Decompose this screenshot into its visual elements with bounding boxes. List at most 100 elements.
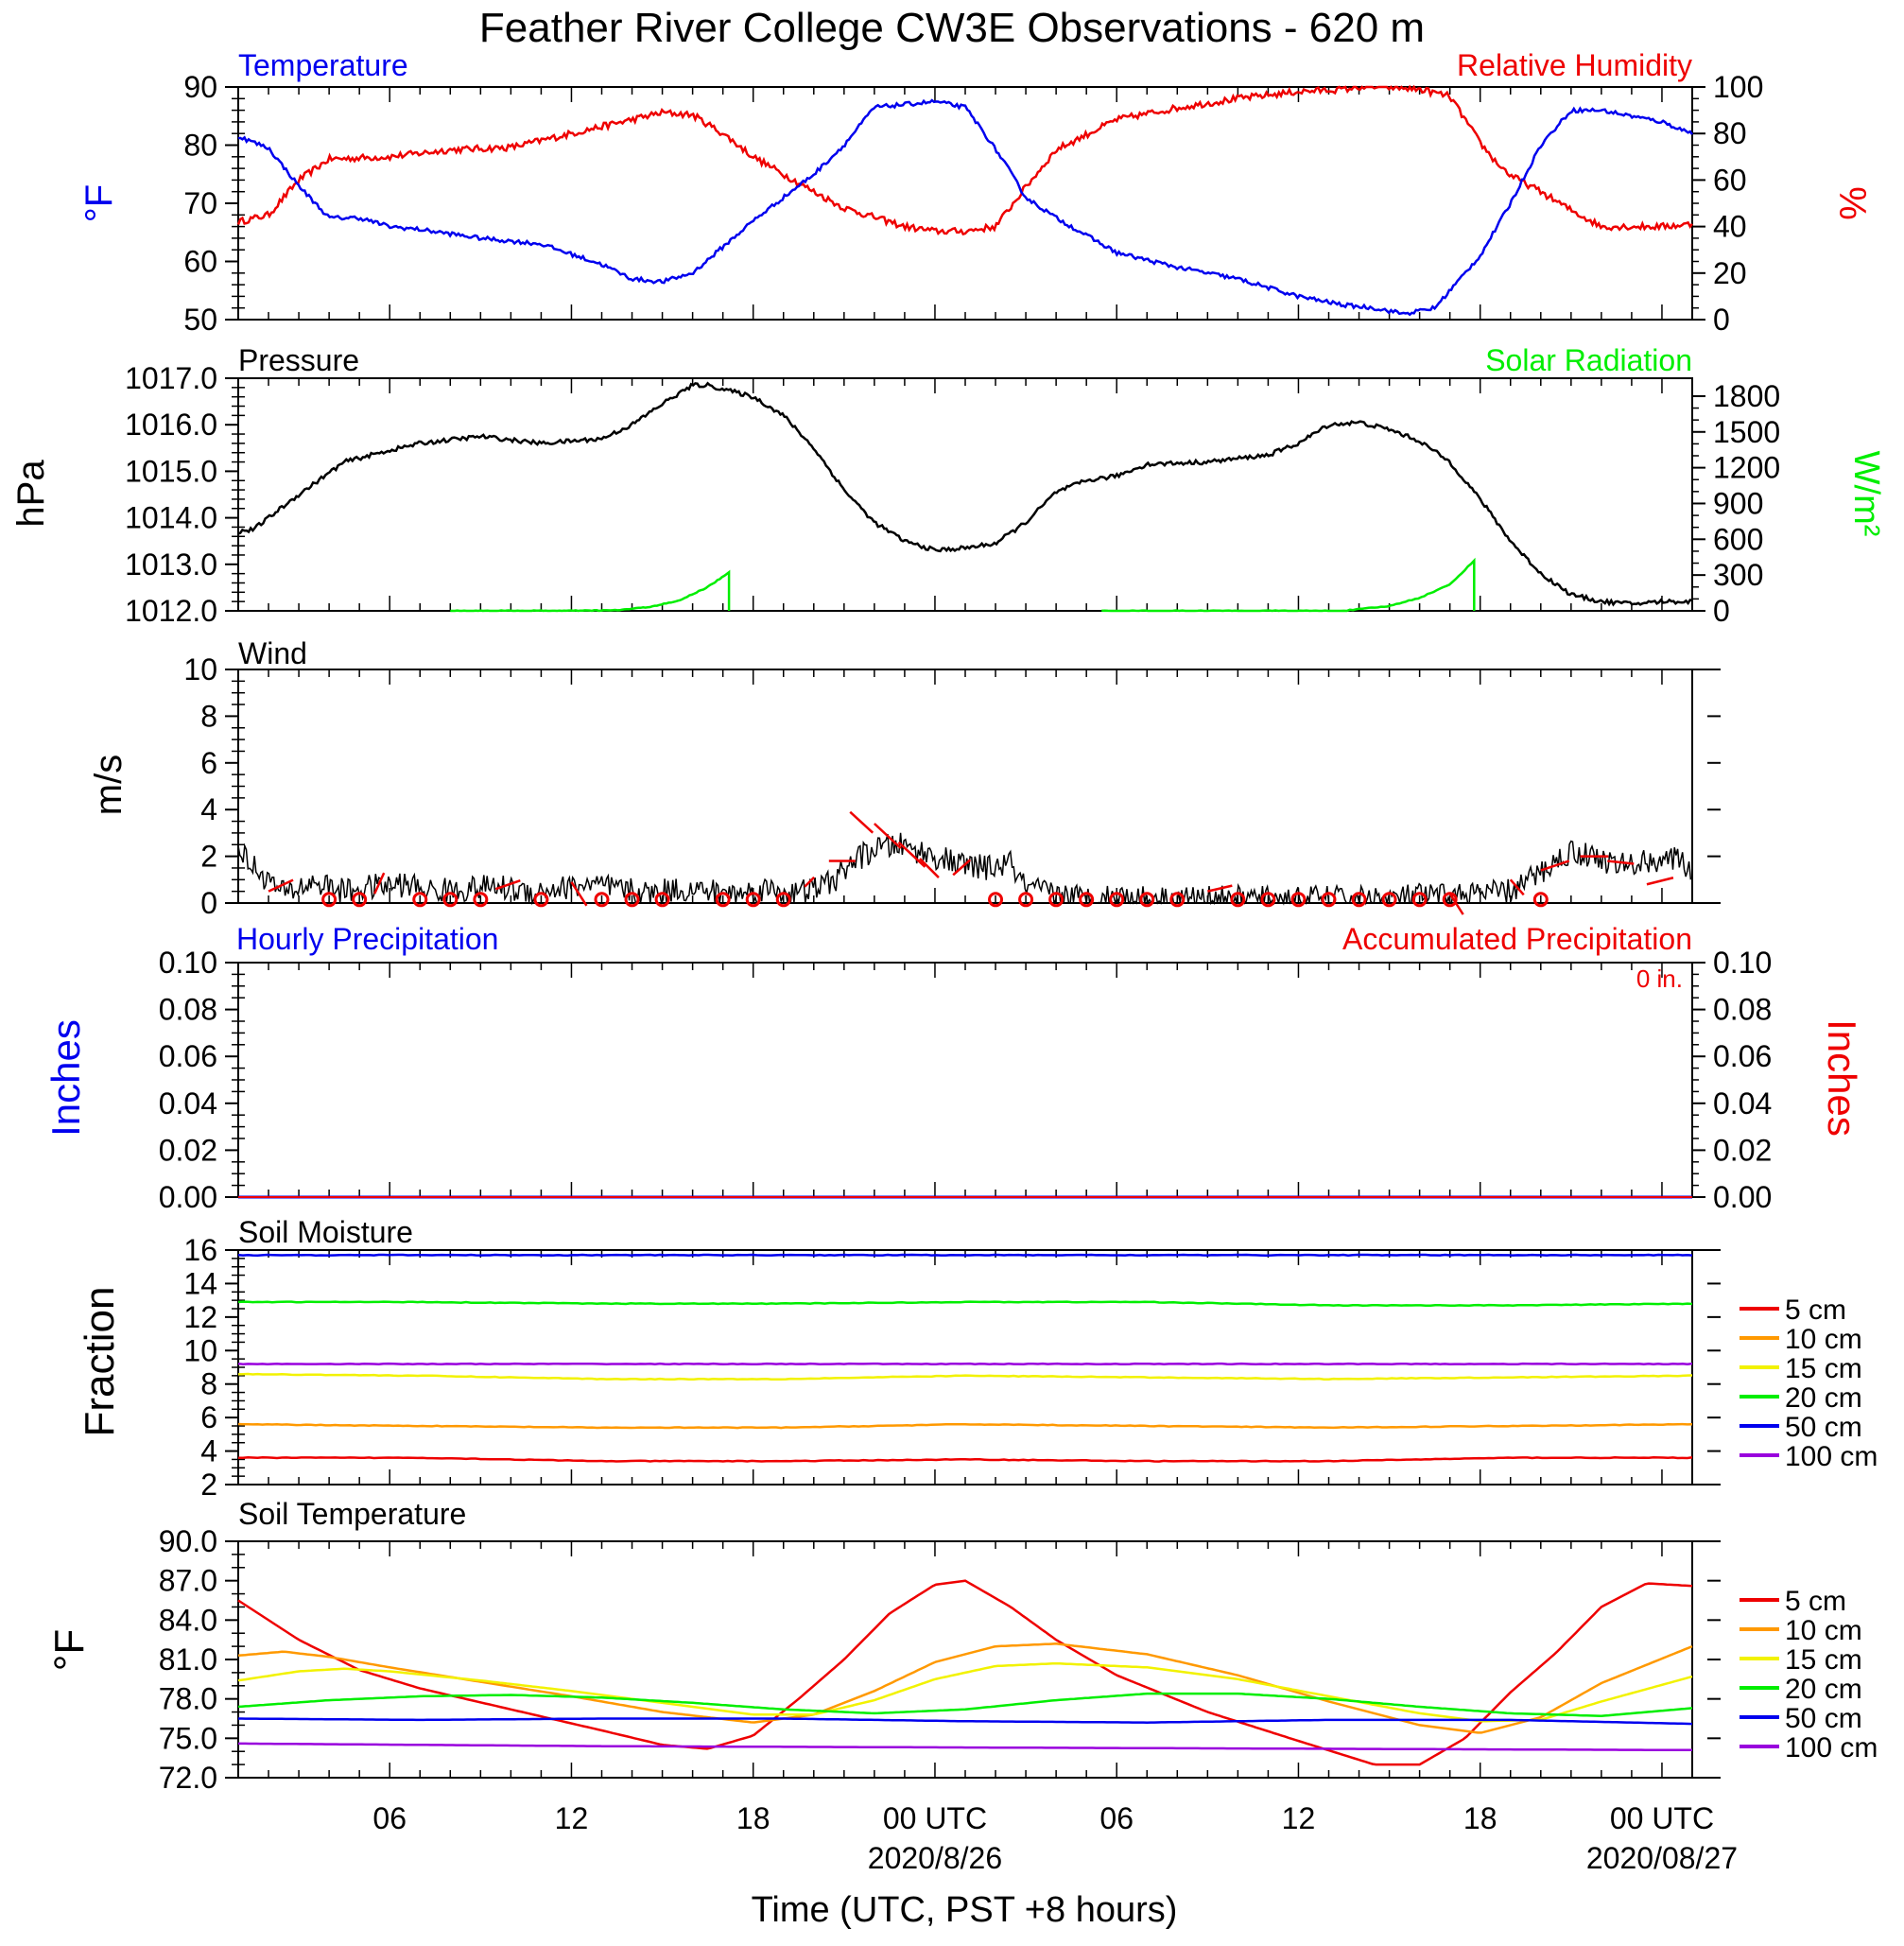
solar-line-day1 (450, 569, 731, 613)
pressure-axis-tick-label: 1016.0 (125, 408, 217, 442)
calm-wind-circle (654, 892, 670, 908)
soil-temperature-legend-label: 10 cm (1785, 1615, 1862, 1646)
panel-frame (237, 1249, 1693, 1486)
soil-moisture-axis-tick-label: 10 (183, 1333, 217, 1367)
soil-moisture-axis-tick-label: 12 (183, 1300, 217, 1334)
hourly-precip-axis-tick-label: 0.06 (159, 1039, 217, 1073)
calm-wind-circle (1048, 892, 1065, 908)
wind-barb (1509, 878, 1525, 896)
temperature-axis-tick-label: 90 (183, 70, 217, 104)
soil-moisture-axis-tick-label: 6 (200, 1400, 217, 1434)
pressure-axis-tick-label: 1017.0 (125, 361, 217, 395)
calm-wind-circle (473, 892, 489, 908)
humidity-axis-tick-label: 0 (1713, 303, 1730, 337)
soil-moisture-axis-tick-label: 16 (183, 1233, 217, 1267)
temperature-axis-tick-label: 50 (183, 303, 217, 337)
wind-speed-line (237, 832, 1693, 906)
calm-wind-circle (745, 892, 761, 908)
calm-wind-circle (1290, 892, 1307, 908)
temperature-axis-tick-label: 70 (183, 186, 217, 220)
soil-moisture-line (238, 1456, 1693, 1463)
x-tick-label: 12 (1282, 1801, 1316, 1835)
wind-barb (494, 878, 521, 891)
soil-temperature-unit: °F (46, 1629, 93, 1671)
calm-wind-circle (1079, 892, 1095, 908)
accumulated-precip-axis-tick-label: 0.10 (1713, 946, 1772, 980)
soil-moisture-label: Soil Moisture (238, 1215, 413, 1249)
wind-axis-tick-label: 6 (200, 746, 217, 780)
soil-moisture-legend-label: 20 cm (1785, 1382, 1862, 1414)
accumulated-precip-axis-tick-label: 0.00 (1713, 1180, 1772, 1214)
pressure-label: Pressure (238, 343, 359, 377)
wind-barb (1448, 893, 1464, 915)
calm-wind-circle (1351, 892, 1367, 908)
solar-axis-tick-label: 600 (1713, 522, 1763, 556)
calm-wind-circle (442, 892, 459, 908)
humidity-axis-tick-label: 80 (1713, 116, 1747, 150)
soil-temperature-legend-label: 20 cm (1785, 1674, 1862, 1705)
chart-title: Feather River College CW3E Observations … (479, 5, 1425, 51)
temperature-line (237, 98, 1694, 317)
hourly-precip-axis-tick-label: 0.08 (159, 993, 217, 1027)
soil-moisture-legend-label: 100 cm (1785, 1441, 1878, 1472)
solar-radiation-label: Solar Radiation (1485, 343, 1692, 377)
calm-wind-circle (412, 892, 428, 908)
temperature-axis-tick-label: 60 (183, 245, 217, 279)
wind-axis-tick-label: 8 (200, 699, 217, 733)
wind-axis-tick-label: 2 (200, 840, 217, 874)
accumulated-precip-axis-tick-label: 0.06 (1713, 1039, 1772, 1073)
humidity-unit: % (1831, 186, 1873, 220)
calm-wind-circle (594, 892, 610, 908)
calm-wind-circle (775, 892, 791, 908)
calm-wind-circle (1442, 892, 1458, 908)
soil-moisture-legend-label: 15 cm (1785, 1353, 1862, 1384)
wind-barb (570, 881, 588, 907)
wind-axis-tick-label: 4 (200, 792, 217, 826)
calm-wind-circle (1532, 892, 1549, 908)
humidity-label: Relative Humidity (1457, 48, 1692, 82)
humidity-axis-tick-label: 100 (1713, 70, 1763, 104)
wind-barb (849, 810, 874, 834)
x-tick-label: 06 (372, 1801, 407, 1835)
soil-temperature-legend-label: 15 cm (1785, 1644, 1862, 1676)
solar-line-day2 (1101, 557, 1476, 613)
soil-temperature-axis-tick-label: 90.0 (159, 1524, 217, 1558)
calm-wind-circle (1139, 892, 1155, 908)
panel-frame (237, 962, 1693, 1198)
solar-axis-tick-label: 0 (1713, 594, 1730, 628)
hourly-precip-label: Hourly Precipitation (236, 922, 498, 956)
calm-wind-circle (1411, 892, 1428, 908)
soil-temperature-axis-tick-label: 75.0 (159, 1721, 217, 1755)
soil-moisture-legend-label: 50 cm (1785, 1412, 1862, 1443)
wind-axis-tick-label: 0 (200, 886, 217, 920)
soil-moisture-line (237, 1422, 1693, 1430)
soil-moisture-legend-label: 5 cm (1785, 1294, 1846, 1326)
soil-temperature-axis-tick-label: 72.0 (159, 1761, 217, 1795)
wind-unit: m/s (88, 755, 130, 815)
x-date-label: 2020/08/27 (1586, 1841, 1738, 1875)
soil-moisture-unit: Fraction (77, 1287, 123, 1437)
calm-wind-circle (1321, 892, 1337, 908)
hourly-precip-axis-tick-label: 0.10 (159, 946, 217, 980)
soil-temperature-legend-label: 100 cm (1785, 1732, 1878, 1764)
accumulated-precip-unit: Inches (1820, 1019, 1864, 1137)
panel-frame (237, 1540, 1693, 1779)
pressure-axis-tick-label: 1014.0 (125, 501, 217, 535)
x-tick-label: 06 (1099, 1801, 1134, 1835)
soil-moisture-line (237, 1253, 1693, 1257)
wind-label: Wind (238, 636, 307, 670)
soil-temperature-line (237, 1661, 1693, 1723)
accumulated-precip-total: 0 in. (1636, 964, 1683, 993)
soil-temperature-legend-label: 5 cm (1785, 1586, 1846, 1617)
soil-temperature-line (237, 1692, 1693, 1717)
wind-barb (373, 872, 386, 895)
x-tick-label: 18 (1463, 1801, 1497, 1835)
soil-temperature-axis-tick-label: 81.0 (159, 1642, 217, 1677)
accumulated-precip-axis-tick-label: 0.08 (1713, 993, 1772, 1027)
accumulated-precip-label: Accumulated Precipitation (1342, 922, 1692, 956)
wind-barb (1607, 860, 1635, 865)
calm-wind-circle (1381, 892, 1397, 908)
solar-axis-tick-label: 300 (1713, 558, 1763, 592)
soil-temperature-legend-label: 50 cm (1785, 1703, 1862, 1734)
wind-axis-tick-label: 10 (183, 652, 217, 686)
